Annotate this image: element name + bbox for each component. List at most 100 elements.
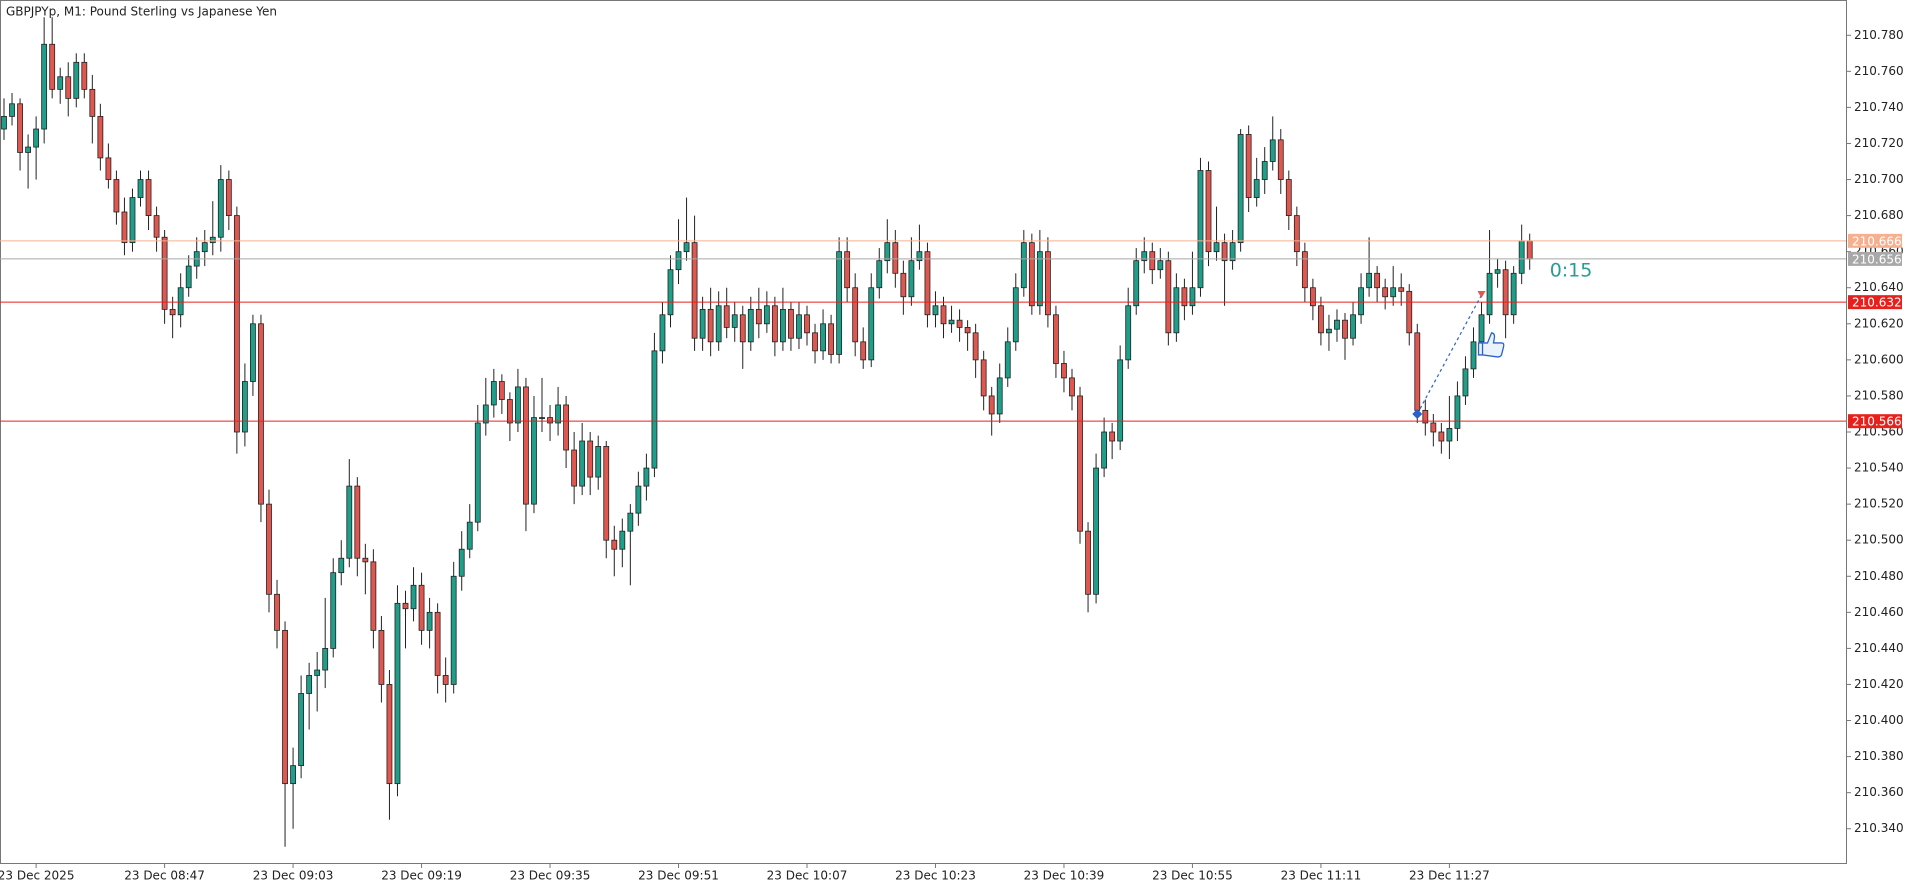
price-level-tag bbox=[1848, 295, 1902, 310]
candle-body bbox=[595, 446, 602, 478]
candle-body bbox=[378, 629, 385, 685]
candle-body bbox=[161, 236, 168, 310]
candle-body bbox=[1293, 215, 1300, 253]
candle-body bbox=[410, 584, 417, 610]
candle-body bbox=[25, 146, 31, 153]
candle-body bbox=[241, 381, 248, 433]
candle-body bbox=[1221, 242, 1228, 262]
trade-close-marker bbox=[1477, 290, 1486, 298]
candle-body bbox=[225, 179, 232, 216]
candle-body bbox=[940, 305, 947, 325]
candle-body bbox=[876, 260, 883, 289]
candle-body bbox=[812, 332, 818, 352]
candle-body bbox=[89, 88, 96, 117]
candle-body bbox=[498, 381, 505, 400]
candle-body bbox=[1133, 260, 1140, 307]
candle-body bbox=[57, 76, 64, 90]
candle-body bbox=[1253, 179, 1260, 198]
candle-body bbox=[515, 386, 521, 424]
x-tick-label: 23 Dec 10:07 bbox=[767, 869, 848, 883]
candle-body bbox=[354, 485, 361, 559]
price-level-tag bbox=[1848, 233, 1902, 248]
y-tick-label: 210.760 bbox=[1854, 64, 1904, 78]
candle-body bbox=[169, 308, 176, 316]
thumbs-up-icon bbox=[1477, 332, 1505, 358]
candle-body bbox=[153, 215, 160, 238]
y-tick-label: 210.500 bbox=[1854, 533, 1904, 547]
x-tick-label: 23 Dec 08:47 bbox=[124, 869, 205, 883]
candle-body bbox=[659, 314, 666, 352]
candle-body bbox=[964, 327, 971, 334]
candle-body bbox=[731, 314, 738, 328]
candle-body bbox=[17, 103, 23, 153]
candle-body bbox=[1261, 161, 1268, 180]
candle-body bbox=[723, 305, 730, 328]
candle-body bbox=[1061, 363, 1067, 379]
candle-body bbox=[884, 242, 891, 262]
y-tick-label: 210.640 bbox=[1854, 280, 1904, 294]
candle-body bbox=[442, 675, 449, 685]
candle-body bbox=[9, 103, 15, 117]
candle-body bbox=[113, 179, 120, 213]
x-tick-label: 23 Dec 10:39 bbox=[1024, 869, 1105, 883]
candle-body bbox=[1309, 287, 1316, 307]
candle-body bbox=[1165, 260, 1172, 334]
trade-line bbox=[1416, 294, 1483, 415]
candle-body bbox=[1414, 332, 1421, 411]
candle-body bbox=[1205, 170, 1212, 253]
candle-body bbox=[707, 308, 714, 343]
candle-body bbox=[1277, 139, 1284, 180]
candle-body bbox=[282, 629, 288, 785]
candle-body bbox=[394, 602, 401, 785]
candle-body bbox=[1398, 287, 1405, 292]
candle-body bbox=[290, 765, 296, 785]
candle-body bbox=[482, 404, 489, 424]
price-level-label: 210.566 bbox=[1852, 415, 1902, 429]
candle-body bbox=[177, 287, 184, 316]
price-level-label: 210.632 bbox=[1852, 296, 1902, 310]
candle-body bbox=[804, 314, 810, 334]
candle-body bbox=[948, 319, 955, 325]
candle-body bbox=[81, 61, 88, 90]
candle-body bbox=[1342, 319, 1348, 339]
candle-body bbox=[458, 548, 465, 577]
candle-body bbox=[1478, 314, 1485, 343]
trade-open-marker bbox=[1412, 408, 1423, 419]
y-tick-label: 210.700 bbox=[1854, 172, 1904, 186]
candle-body bbox=[996, 377, 1003, 415]
candle-body bbox=[209, 236, 216, 244]
y-tick-label: 210.580 bbox=[1854, 388, 1904, 402]
candle-body bbox=[1237, 134, 1244, 244]
candle-body bbox=[73, 61, 80, 99]
y-tick-label: 210.460 bbox=[1854, 605, 1904, 619]
x-tick-label: 23 Dec 09:51 bbox=[638, 869, 719, 883]
candle-body bbox=[1446, 427, 1453, 442]
y-tick-label: 210.600 bbox=[1854, 352, 1904, 366]
candle-body bbox=[402, 602, 409, 610]
candle-body bbox=[1173, 287, 1180, 334]
candle-body bbox=[129, 197, 136, 244]
candle-body bbox=[1085, 530, 1091, 595]
candle-body bbox=[41, 43, 48, 130]
candle-body bbox=[306, 675, 313, 694]
candle-body bbox=[908, 260, 915, 298]
candle-body bbox=[691, 242, 698, 339]
candle-body bbox=[338, 557, 345, 574]
candle-body bbox=[1229, 242, 1236, 262]
candle-body bbox=[755, 308, 762, 325]
candle-body bbox=[97, 116, 104, 159]
candle-body bbox=[1358, 287, 1364, 316]
x-tick-label: 23 Dec 09:03 bbox=[253, 869, 334, 883]
candle-body bbox=[651, 350, 658, 469]
candle-body bbox=[1045, 251, 1051, 316]
y-tick-label: 210.620 bbox=[1854, 316, 1904, 330]
candle-body bbox=[1462, 368, 1469, 397]
candle-body bbox=[1430, 422, 1437, 433]
candle-body bbox=[386, 684, 393, 785]
candle-body bbox=[780, 308, 786, 343]
candle-body bbox=[1406, 290, 1413, 334]
candle-body bbox=[65, 76, 72, 99]
x-tick-label: 23 Dec 09:35 bbox=[510, 869, 591, 883]
candle-body bbox=[1245, 134, 1252, 198]
